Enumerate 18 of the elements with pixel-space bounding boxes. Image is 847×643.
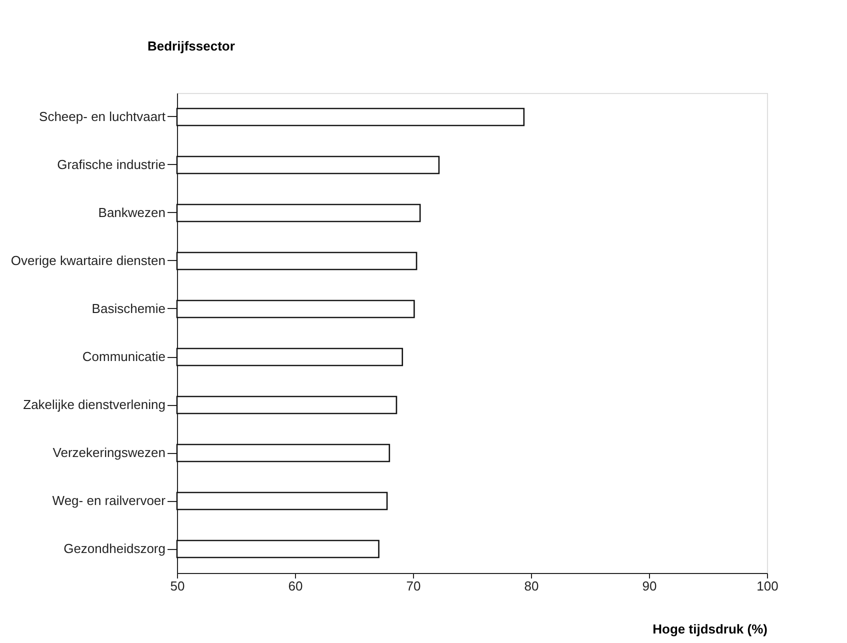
y-tick-label: Gezondheidszorg [64,541,166,556]
y-tick-label: Bankwezen [98,205,166,220]
y-axis-title: Bedrijfssector [148,38,235,54]
x-tick-label: 70 [406,578,421,594]
y-tick-label: Scheep- en luchtvaart [39,109,166,124]
y-tick-label: Overige kwartaire diensten [10,253,166,268]
x-tick-label: 80 [524,578,539,594]
y-tick-label: Zakelijke dienstverlening [23,397,166,412]
y-tick-label: Weg- en railvervoer [52,493,166,508]
x-tick-label: 50 [170,578,185,594]
y-tick-label: Basischemie [92,301,166,316]
y-tick-label: Verzekeringswezen [52,445,166,460]
x-tick-label: 90 [642,578,657,594]
x-tick-label: 100 [756,578,778,594]
y-tick-label: Communicatie [82,349,166,364]
x-tick-label: 60 [288,578,303,594]
y-tick-label: Grafische industrie [57,157,166,172]
x-axis-title: Hoge tijdsdruk (%) [652,622,768,636]
